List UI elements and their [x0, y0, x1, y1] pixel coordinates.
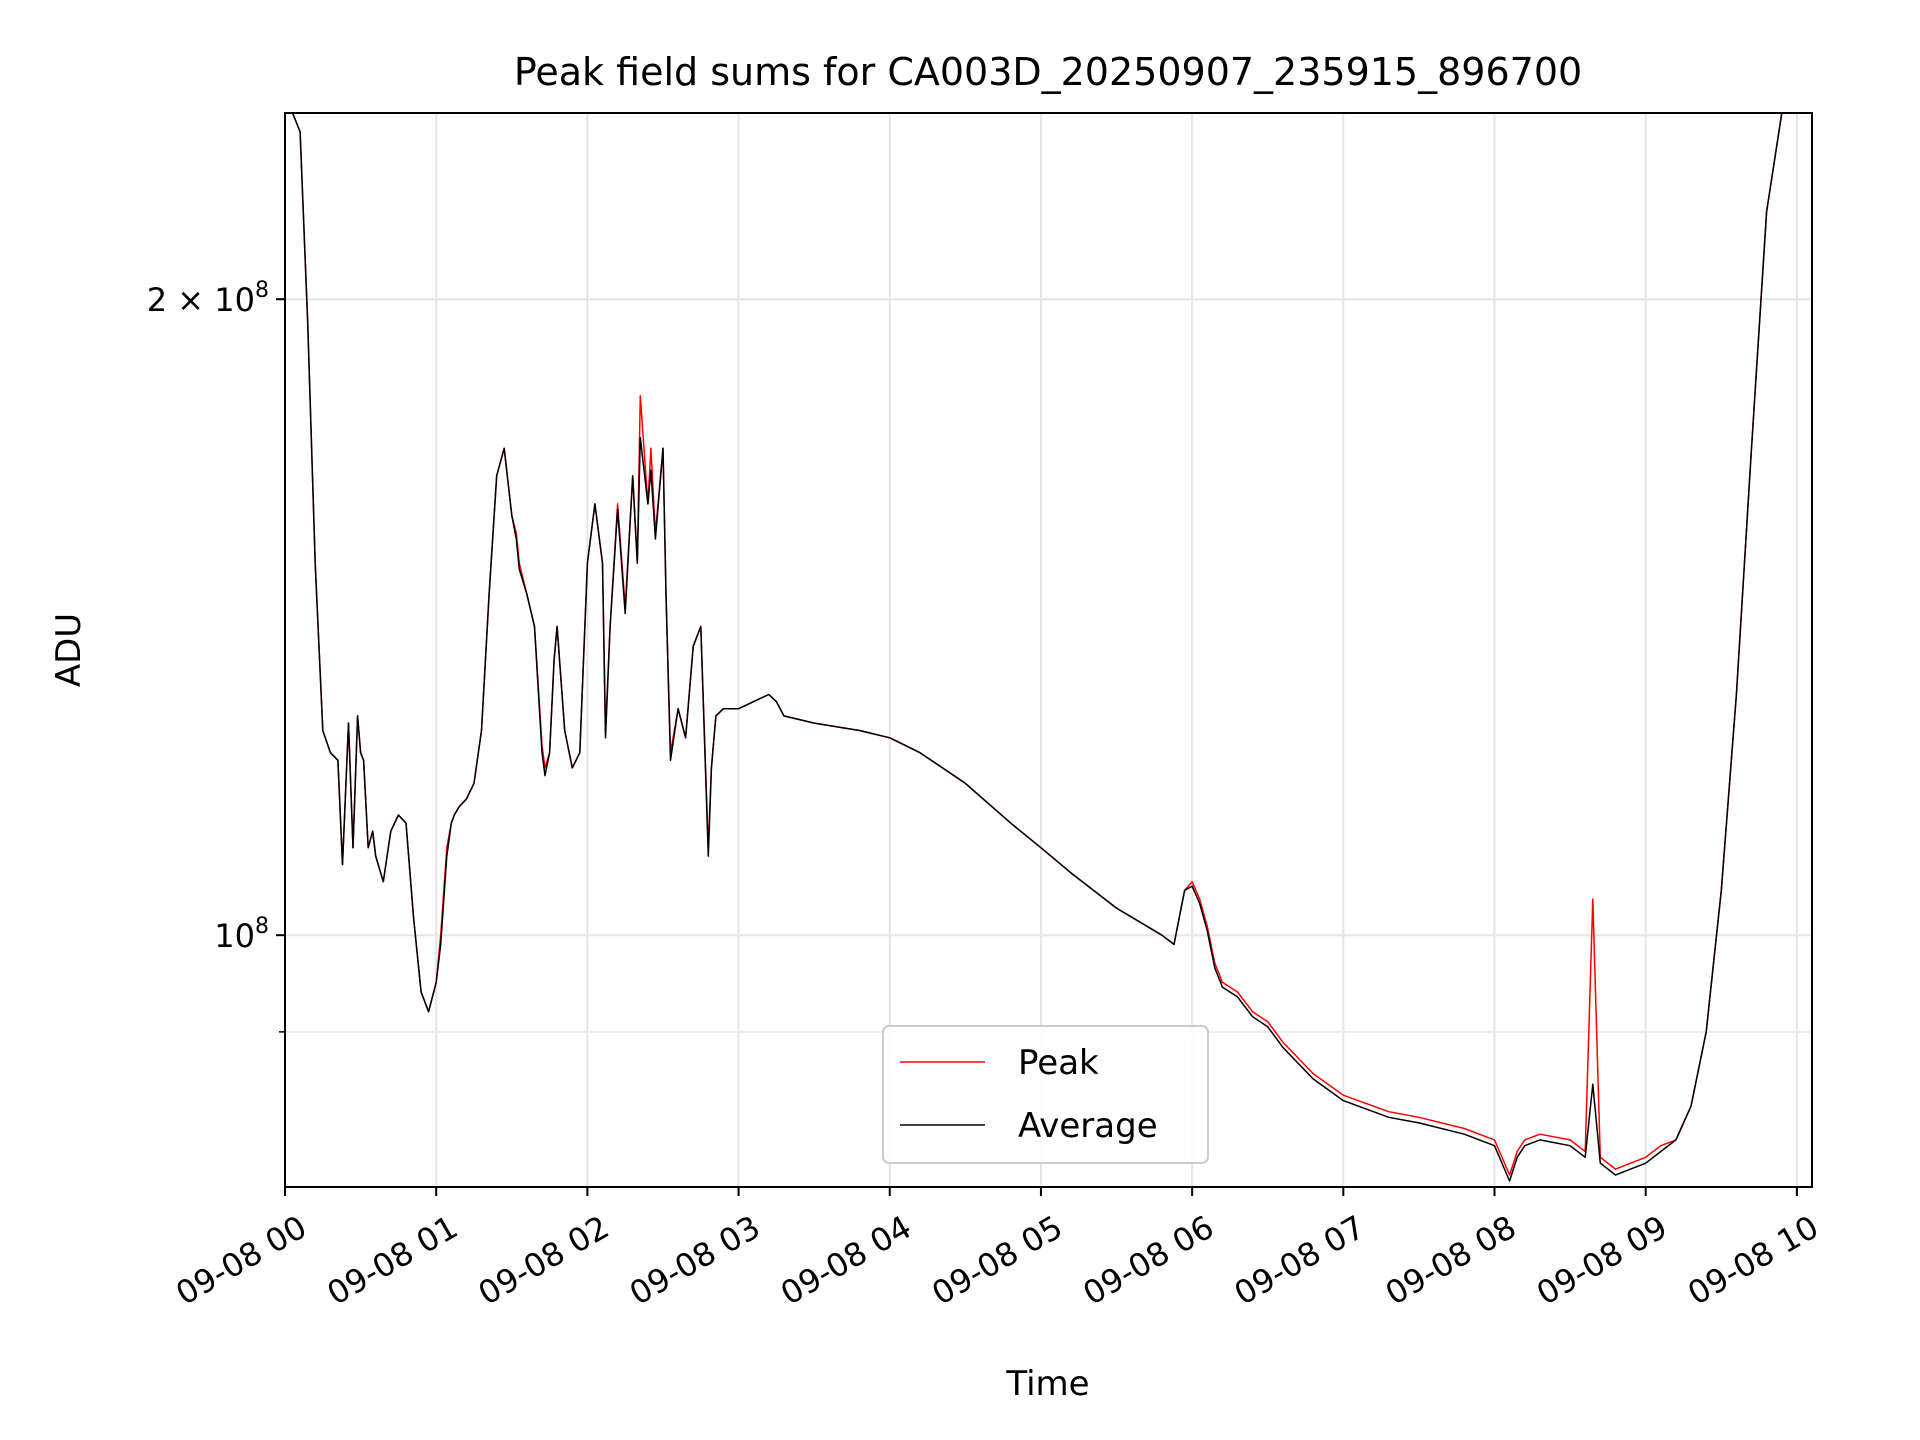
- legend-label-peak: Peak: [1018, 1043, 1099, 1083]
- y-axis-label: ADU: [49, 613, 89, 687]
- series-line-average: [285, 113, 1797, 1182]
- y-axis: 108 2 × 108: [147, 278, 285, 1033]
- chart-title: Peak field sums for CA003D_20250907_2359…: [514, 50, 1582, 94]
- x-axis-label: Time: [1005, 1364, 1089, 1404]
- legend-box: [882, 1025, 1209, 1164]
- plot-frame: [284, 112, 1813, 1188]
- legend-label-average: Average: [1018, 1106, 1158, 1146]
- legend: Peak Average: [882, 1025, 1209, 1164]
- series-lines: [285, 113, 1797, 1182]
- y-tick-label: 108: [214, 914, 269, 955]
- y-tick-label: 2 × 108: [147, 278, 269, 319]
